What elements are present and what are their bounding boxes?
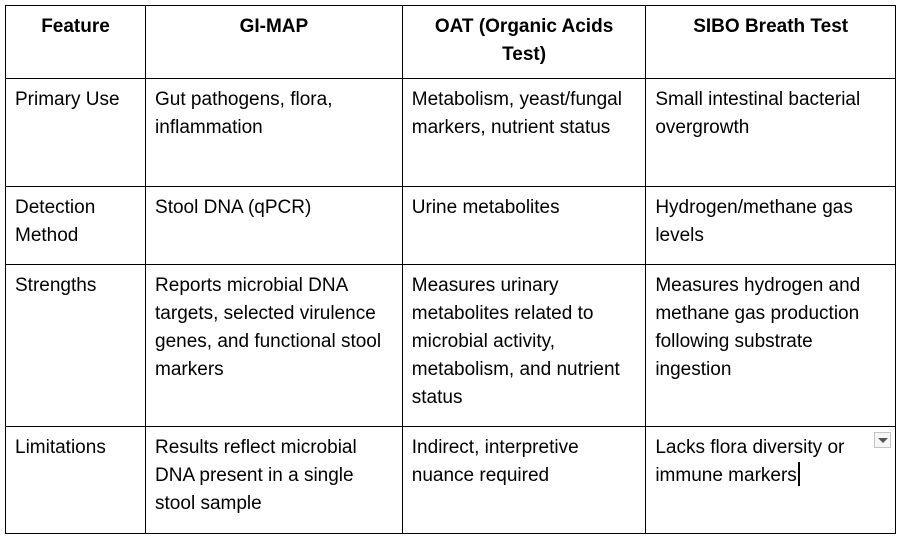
cell-oat[interactable]: Measures urinary metabolites related to … bbox=[401, 264, 647, 427]
cell-sibo-text: Lacks flora diversity or immune markers bbox=[655, 437, 845, 486]
cell-gi-map[interactable]: Stool DNA (qPCR) bbox=[145, 186, 403, 265]
cell-sibo-editing[interactable]: Lacks flora diversity or immune markers bbox=[645, 426, 896, 534]
table-row: Primary Use Gut pathogens, flora, inflam… bbox=[4, 78, 896, 187]
table-row: Strengths Reports microbial DNA targets,… bbox=[4, 264, 896, 427]
cell-feature[interactable]: Primary Use bbox=[4, 78, 147, 187]
cell-gi-map[interactable]: Results reflect microbial DNA present in… bbox=[145, 426, 403, 534]
comparison-table: Feature GI-MAP OAT (Organic Acids Test) … bbox=[4, 5, 896, 534]
table-header-row: Feature GI-MAP OAT (Organic Acids Test) … bbox=[4, 5, 896, 79]
table-row: Detection Method Stool DNA (qPCR) Urine … bbox=[4, 186, 896, 265]
text-caret-icon bbox=[797, 462, 800, 486]
cell-oat[interactable]: Urine metabolites bbox=[401, 186, 647, 265]
cell-sibo[interactable]: Small intestinal bacterial overgrowth bbox=[645, 78, 896, 187]
header-cell-oat[interactable]: OAT (Organic Acids Test) bbox=[401, 5, 647, 79]
chevron-down-icon bbox=[878, 438, 888, 443]
cell-feature[interactable]: Strengths bbox=[4, 264, 147, 427]
cell-sibo[interactable]: Hydrogen/methane gas levels bbox=[645, 186, 896, 265]
header-cell-feature[interactable]: Feature bbox=[4, 5, 147, 79]
header-cell-gi-map[interactable]: GI-MAP bbox=[145, 5, 403, 79]
header-cell-sibo[interactable]: SIBO Breath Test bbox=[645, 5, 896, 79]
table-row: Limitations Results reflect microbial DN… bbox=[4, 426, 896, 534]
cell-oat[interactable]: Indirect, interpretive nuance required bbox=[401, 426, 647, 534]
cell-gi-map[interactable]: Gut pathogens, flora, inflammation bbox=[145, 78, 403, 187]
cell-feature[interactable]: Detection Method bbox=[4, 186, 147, 265]
cell-gi-map[interactable]: Reports microbial DNA targets, selected … bbox=[145, 264, 403, 427]
cell-feature[interactable]: Limitations bbox=[4, 426, 147, 534]
dropdown-arrow-icon[interactable] bbox=[874, 432, 891, 448]
cell-sibo[interactable]: Measures hydrogen and methane gas produc… bbox=[645, 264, 896, 427]
cell-oat[interactable]: Metabolism, yeast/fungal markers, nutrie… bbox=[401, 78, 647, 187]
